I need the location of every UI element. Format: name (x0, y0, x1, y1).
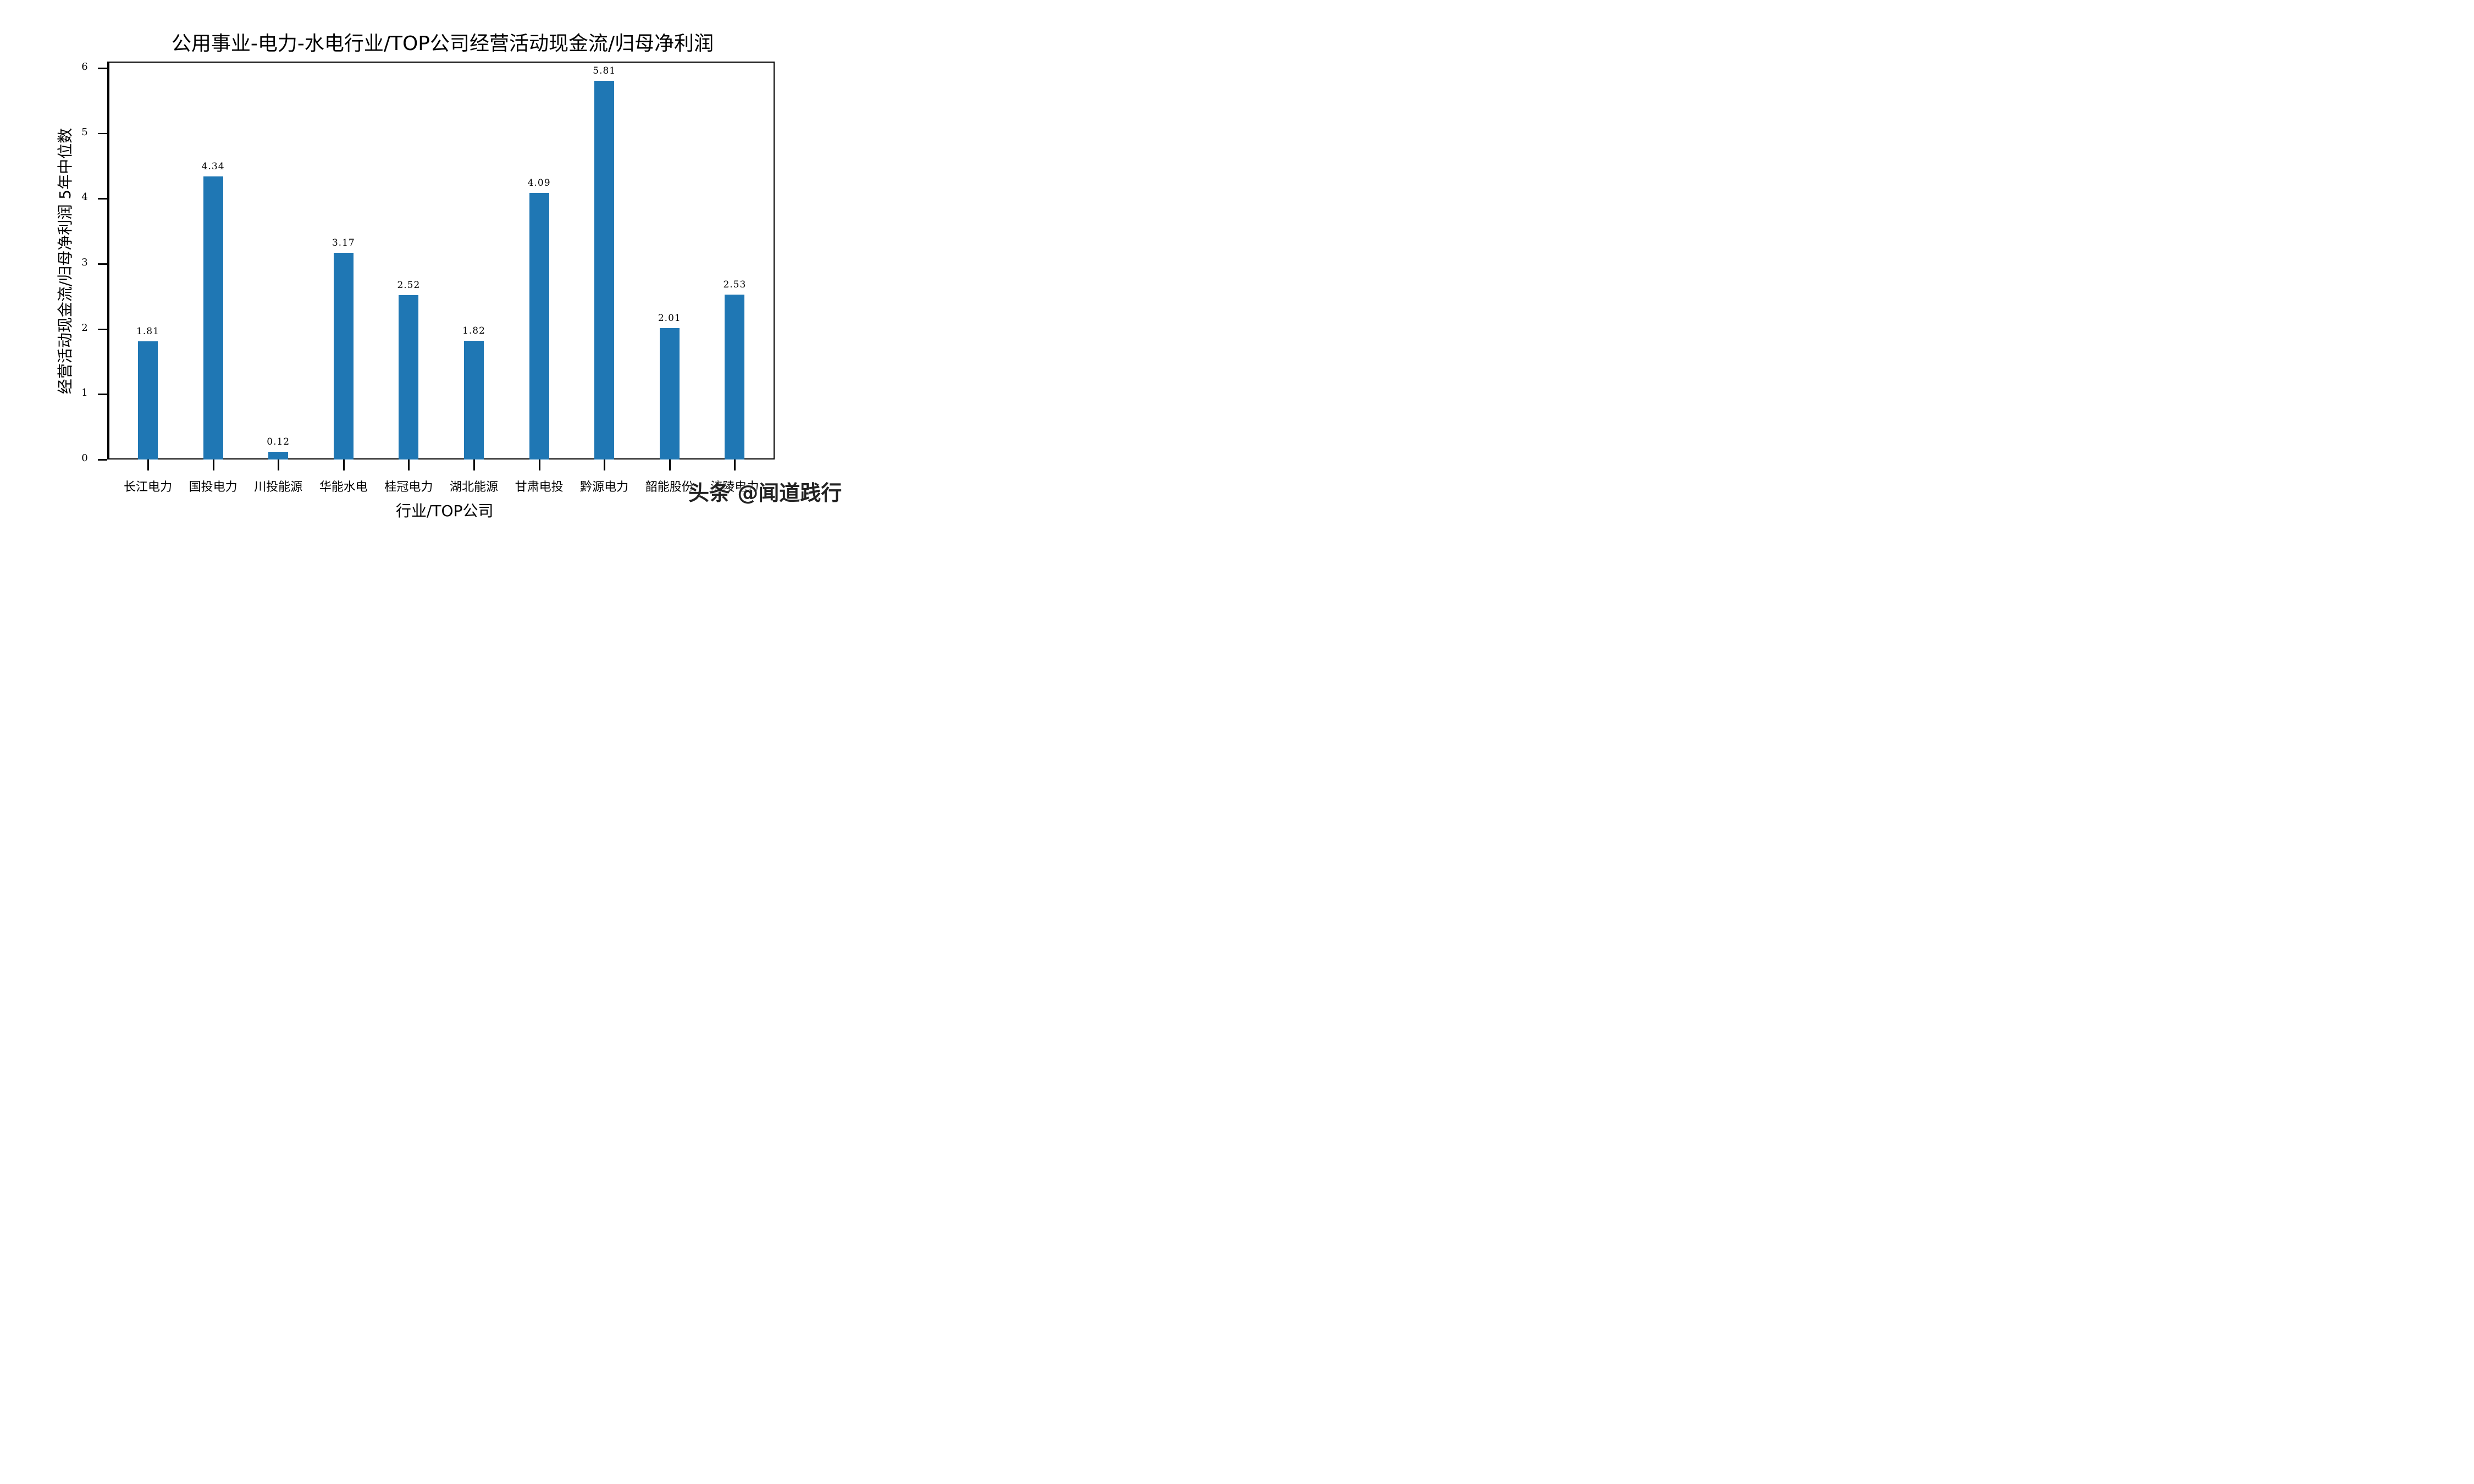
x-tick-label: 甘肃电投 (515, 480, 564, 494)
bar-value-label: 4.09 (527, 177, 551, 189)
bar-value-label: 5.81 (593, 65, 616, 76)
y-axis-label: 经营活动现金流/归母净利润 5年中位数 (56, 128, 74, 395)
y-tick (98, 459, 107, 461)
x-tick-label: 国投电力 (189, 480, 238, 494)
y-tick (98, 328, 107, 330)
bar (594, 80, 615, 459)
y-tick (98, 394, 107, 395)
y-tick-label: 0 (81, 452, 88, 464)
watermark: 头条 @闻道践行 (688, 481, 842, 505)
x-axis-label: 行业/TOP公司 (396, 502, 494, 520)
x-tick (473, 459, 475, 470)
y-tick-label: 5 (81, 126, 88, 138)
bar-value-label: 0.12 (267, 436, 290, 447)
x-tick-label: 长江电力 (123, 480, 172, 494)
y-tick (98, 68, 107, 69)
bar-value-label: 2.52 (397, 279, 421, 291)
y-tick (98, 198, 107, 200)
x-tick (343, 459, 345, 470)
x-tick-label: 涪陵电力 (710, 480, 759, 494)
x-tick-label: 韶能股份 (645, 480, 694, 494)
y-tick-label: 4 (81, 191, 88, 203)
bar (399, 295, 419, 459)
x-tick (147, 459, 149, 470)
x-tick-label: 湖北能源 (449, 480, 498, 494)
bar-value-label: 1.81 (136, 326, 159, 337)
bar (333, 252, 354, 459)
bar-value-label: 1.82 (462, 325, 485, 337)
bar-value-label: 3.17 (332, 237, 355, 248)
bar-value-label: 2.01 (658, 313, 681, 324)
x-tick (669, 459, 671, 470)
x-tick (734, 459, 736, 470)
plot-area (107, 62, 775, 459)
chart-title: 公用事业-电力-水电行业/TOP公司经营活动现金流/归母净利润 (171, 32, 714, 55)
y-tick (98, 263, 107, 265)
x-tick (604, 459, 606, 470)
x-tick (278, 459, 280, 470)
bar-value-label: 2.53 (723, 279, 747, 290)
x-tick (538, 459, 540, 470)
x-tick-label: 川投能源 (254, 480, 303, 494)
x-tick-label: 华能水电 (319, 480, 368, 494)
y-tick-label: 1 (81, 387, 88, 399)
x-tick-label: 黔源电力 (580, 480, 629, 494)
y-tick (98, 132, 107, 135)
bar (203, 176, 223, 459)
x-tick (408, 459, 410, 470)
y-tick-label: 3 (81, 257, 88, 268)
x-tick-label: 桂冠电力 (384, 480, 433, 494)
y-tick-label: 6 (81, 61, 88, 73)
bar (529, 192, 549, 459)
x-tick (212, 459, 214, 470)
bar (464, 341, 484, 459)
y-tick-label: 2 (81, 322, 88, 334)
bar (659, 328, 680, 459)
bar (725, 294, 745, 459)
bar-value-label: 4.34 (201, 160, 225, 172)
bar (268, 451, 289, 459)
bar (138, 341, 158, 459)
